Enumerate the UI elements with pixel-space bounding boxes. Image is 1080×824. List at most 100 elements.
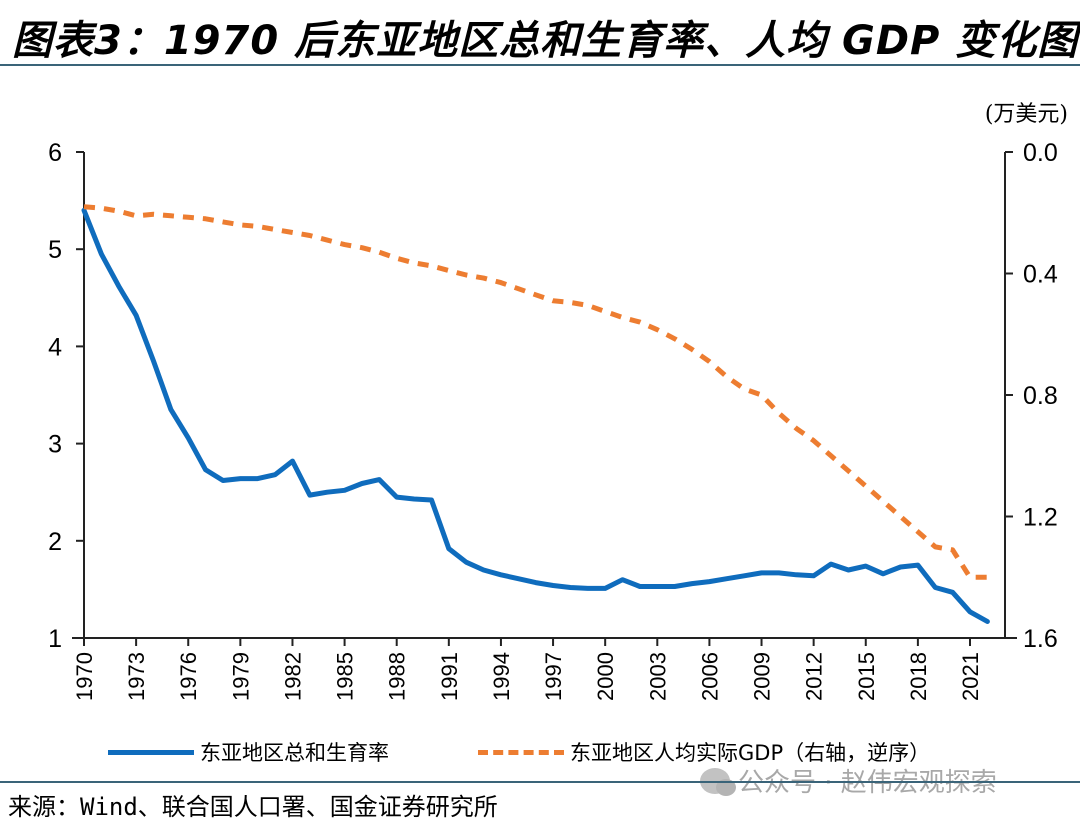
fertility-data-point <box>378 478 381 481</box>
gdp-data-point <box>517 287 520 290</box>
gdp-data-point <box>256 225 259 228</box>
gdp-data-point <box>378 251 381 254</box>
fertility-data-point <box>308 494 311 497</box>
fertility-data-point <box>430 498 433 501</box>
right-axis-tick-label: 0.0 <box>1023 139 1058 167</box>
gdp-data-point <box>204 217 207 220</box>
gdp-data-point <box>291 231 294 234</box>
gdp-data-point <box>169 214 172 217</box>
fertility-data-point <box>499 573 502 576</box>
gdp-data-point <box>395 257 398 260</box>
gdp-data-point <box>447 269 450 272</box>
fertility-data-point <box>135 314 138 317</box>
gdp-data-point <box>499 281 502 284</box>
fertility-data-point <box>621 578 624 581</box>
fertility-data-point <box>708 580 711 583</box>
left-axis-tick-label: 3 <box>48 431 62 459</box>
x-axis-tick-label: 1991 <box>437 652 462 701</box>
gdp-data-point <box>308 234 311 237</box>
legend-swatch-solid <box>108 749 194 755</box>
title-divider <box>0 64 1080 66</box>
fertility-data-point <box>360 482 363 485</box>
gdp-data-point <box>969 576 972 579</box>
fertility-data-point <box>656 585 659 588</box>
fertility-data-point <box>951 591 954 594</box>
fertility-data-point <box>969 610 972 613</box>
fertility-data-point <box>586 587 589 590</box>
gdp-data-point <box>864 485 867 488</box>
right-axis-tick-label: 0.4 <box>1023 261 1058 289</box>
legend-swatch-dashed <box>478 749 564 755</box>
gdp-data-point <box>847 469 850 472</box>
legend: 东亚地区总和生育率 东亚地区人均实际GDP（右轴，逆序） <box>0 737 1080 767</box>
x-axis-tick-label: 1997 <box>541 652 566 701</box>
x-axis-tick-label: 2021 <box>958 652 983 701</box>
fertility-data-point <box>343 489 346 492</box>
gdp-data-point <box>934 545 937 548</box>
source-divider <box>0 781 1080 783</box>
gdp-data-point <box>760 394 763 397</box>
fertility-data-point <box>638 585 641 588</box>
fertility-data-point <box>517 577 520 580</box>
fertility-data-point <box>604 587 607 590</box>
gdp-data-point <box>656 328 659 331</box>
x-axis-tick-label: 1994 <box>489 652 514 701</box>
gdp-data-point <box>482 277 485 280</box>
watermark-text: 公众号 · 赵伟宏观探索 <box>738 768 997 798</box>
legend-label-tfr: 东亚地区总和生育率 <box>200 741 389 765</box>
gdp-data-point <box>413 261 416 264</box>
fertility-data-point <box>447 547 450 550</box>
x-axis-tick-label: 2018 <box>906 652 931 701</box>
fertility-data-point <box>552 584 555 587</box>
fertility-data-point <box>169 408 172 411</box>
wechat-icon <box>700 767 736 796</box>
right-axis-tick-label: 1.2 <box>1023 504 1058 532</box>
gdp-data-point <box>691 348 694 351</box>
gdp-data-point <box>326 239 329 242</box>
gdp-data-point <box>743 387 746 390</box>
fertility-data-point <box>864 565 867 568</box>
fertility-data-point <box>673 585 676 588</box>
fertility-data-point <box>395 496 398 499</box>
watermark: 公众号 · 赵伟宏观探索 <box>700 762 997 799</box>
x-axis-tick-label: 2012 <box>802 652 827 701</box>
gdp-data-point <box>100 207 103 210</box>
fertility-data-point <box>256 477 259 480</box>
x-axis-tick-label: 2015 <box>854 652 879 701</box>
gdp-data-point <box>604 310 607 313</box>
gdp-data-point <box>83 205 86 208</box>
fertility-data-point <box>534 581 537 584</box>
gdp-data-point <box>830 454 833 457</box>
fertility-data-point <box>899 566 902 569</box>
fertility-data-point <box>326 491 329 494</box>
gdp-data-point <box>673 337 676 340</box>
source-note: 来源：Wind、联合国人口署、国金证券研究所 <box>8 793 498 821</box>
gdp-data-point <box>638 321 641 324</box>
fertility-data-point <box>847 568 850 571</box>
x-axis-tick-label: 1976 <box>176 652 201 701</box>
fertility-data-point <box>187 436 190 439</box>
gdp-data-point <box>221 220 224 223</box>
gdp-data-point <box>916 530 919 533</box>
fertility-data-point <box>291 460 294 463</box>
fertility-data-point <box>569 586 572 589</box>
fertility-data-point <box>760 571 763 574</box>
gdp-data-point <box>708 360 711 363</box>
fertility-data-point <box>795 573 798 576</box>
fertility-data-point <box>916 564 919 567</box>
gdp-data-point <box>465 274 468 277</box>
fertility-data-point <box>986 620 989 623</box>
left-axis-tick-label: 6 <box>48 139 62 167</box>
left-axis-tick-label: 5 <box>48 236 62 264</box>
gdp-data-point <box>586 304 589 307</box>
gdp-data-point <box>621 316 624 319</box>
x-axis-tick-label: 1982 <box>280 652 305 701</box>
fertility-data-point <box>274 473 277 476</box>
left-axis-tick-label: 4 <box>48 333 62 361</box>
fertility-data-point <box>239 477 242 480</box>
gdp-data-point <box>135 214 138 217</box>
legend-item-gdp: 东亚地区人均实际GDP（右轴，逆序） <box>478 737 930 767</box>
fertility-data-point <box>934 586 937 589</box>
fertility-data-point <box>117 285 120 288</box>
